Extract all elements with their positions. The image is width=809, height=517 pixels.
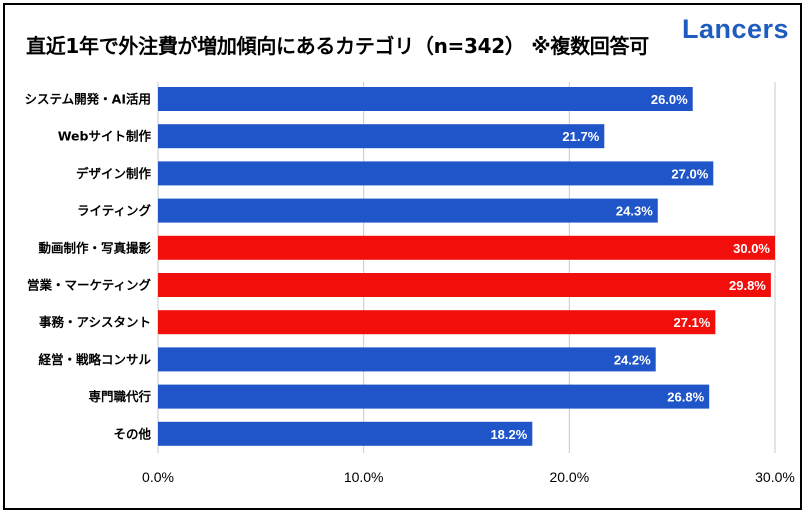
bar [158, 310, 716, 335]
category-label: ライティング [77, 203, 152, 218]
category-label: Webサイト制作 [58, 129, 152, 144]
data-label: 21.7% [562, 129, 599, 144]
data-label: 26.0% [651, 92, 688, 107]
x-tick-label: 0.0% [142, 469, 174, 485]
category-label: 事務・アシスタント [39, 315, 151, 330]
bar [158, 87, 693, 111]
lancers-logo: Lancers [682, 14, 790, 44]
chart-title: 直近1年で外注費が増加傾向にあるカテゴリ（n=342） ※複数回答可 [26, 34, 649, 58]
data-label: 18.2% [490, 427, 527, 442]
data-label: 26.8% [667, 390, 704, 405]
category-label: 営業・マーケティング [27, 278, 152, 293]
category-label: 専門職代行 [88, 389, 151, 404]
bar [158, 161, 714, 186]
bar [158, 235, 775, 260]
data-label: 24.3% [616, 204, 653, 219]
category-label: 経営・戦略コンサル [38, 352, 151, 367]
bar [158, 421, 533, 446]
category-label: システム開発・AI活用 [25, 92, 151, 107]
data-label: 27.1% [673, 315, 710, 330]
category-label: その他 [113, 426, 151, 441]
bar [158, 273, 771, 297]
data-label: 29.8% [729, 278, 766, 293]
data-label: 27.0% [671, 166, 708, 181]
data-label: 24.2% [614, 352, 651, 367]
bar [158, 198, 658, 223]
category-label: デザイン制作 [76, 166, 152, 181]
bar [158, 347, 656, 372]
bar [158, 124, 605, 149]
data-label: 30.0% [733, 241, 770, 256]
x-tick-label: 30.0% [755, 469, 795, 485]
category-label: 動画制作・写真撮影 [38, 240, 151, 255]
x-tick-label: 10.0% [344, 469, 384, 485]
x-tick-label: 20.0% [549, 469, 589, 485]
bar [158, 384, 710, 409]
